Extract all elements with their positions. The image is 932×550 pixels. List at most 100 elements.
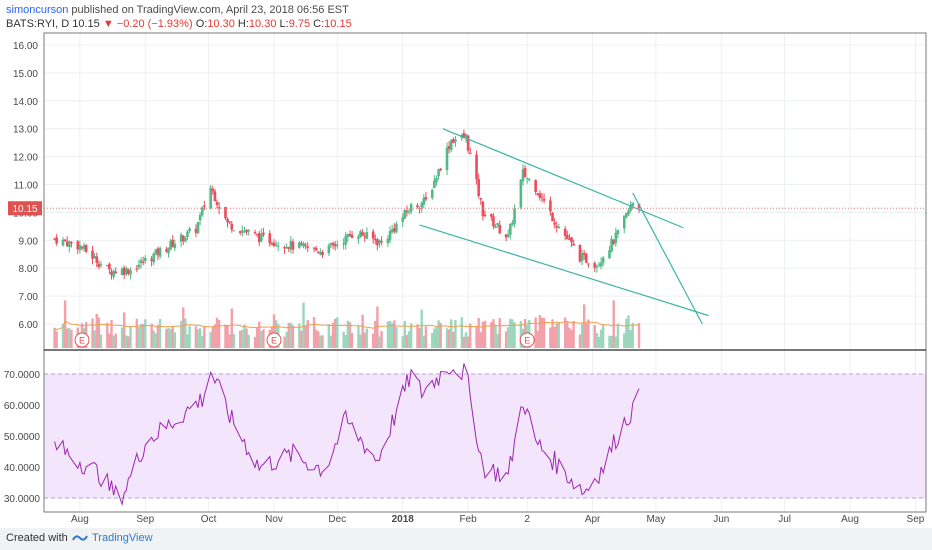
volume-bar bbox=[165, 328, 168, 348]
volume-bar bbox=[97, 317, 101, 348]
volume-bar bbox=[194, 326, 198, 348]
candle-body bbox=[329, 243, 333, 246]
candle-body bbox=[55, 237, 58, 244]
tradingview-brand-link[interactable]: TradingView bbox=[92, 532, 153, 544]
candle-body bbox=[179, 234, 183, 242]
volume-bar bbox=[390, 322, 394, 348]
candle-body bbox=[314, 248, 318, 251]
candle-body bbox=[395, 223, 398, 233]
candle-body bbox=[70, 242, 73, 244]
candle-body bbox=[433, 180, 436, 189]
volume-bar bbox=[519, 321, 523, 348]
x-tick-label: Nov bbox=[265, 514, 283, 525]
volume-bar bbox=[409, 323, 413, 348]
candle-body bbox=[582, 252, 586, 255]
volume-bar bbox=[492, 319, 495, 348]
candle-body bbox=[584, 254, 588, 263]
close-label: C: bbox=[313, 18, 325, 30]
volume-bar bbox=[329, 335, 333, 348]
volume-bar bbox=[173, 332, 177, 348]
candle-body bbox=[203, 205, 206, 207]
volume-bar bbox=[637, 323, 641, 348]
candle-body bbox=[359, 231, 362, 238]
volume-bar bbox=[144, 319, 147, 348]
candle-body bbox=[553, 222, 556, 225]
author-link[interactable]: simoncurson bbox=[6, 4, 69, 16]
candle-body bbox=[376, 239, 379, 246]
candle-body bbox=[390, 229, 394, 233]
candle-body bbox=[610, 238, 613, 252]
volume-bar bbox=[431, 332, 434, 348]
candle-body bbox=[466, 135, 470, 151]
rsi-y-tick-label: 30.0000 bbox=[4, 494, 41, 505]
rsi-y-tick-label: 60.0000 bbox=[4, 401, 41, 412]
earnings-marker-circle bbox=[74, 332, 90, 348]
candle-body bbox=[342, 243, 345, 245]
volume-bar bbox=[125, 335, 128, 348]
chart-canvas[interactable]: 16.0015.0014.0013.0012.0011.0010.009.008… bbox=[0, 32, 932, 528]
candle-body bbox=[405, 210, 409, 213]
candle-body bbox=[184, 237, 187, 242]
candle-body bbox=[209, 187, 212, 209]
rsi-line bbox=[54, 363, 640, 507]
chart-header: simoncurson published on TradingView.com… bbox=[0, 0, 932, 32]
candle-body bbox=[129, 270, 132, 275]
x-tick-label: Oct bbox=[201, 514, 217, 525]
candle-body bbox=[597, 264, 601, 266]
candle-body bbox=[300, 243, 303, 245]
candle-body bbox=[481, 201, 485, 217]
candle-body bbox=[549, 200, 552, 212]
volume-bar bbox=[182, 307, 185, 348]
volume-bar bbox=[215, 317, 219, 348]
candle-body bbox=[298, 242, 301, 248]
volume-bar bbox=[99, 334, 103, 348]
volume-bar bbox=[298, 323, 301, 348]
earnings-marker-label: E bbox=[79, 336, 85, 346]
candle-body bbox=[477, 179, 480, 196]
x-tick-label: Sep bbox=[136, 514, 154, 525]
volume-bar bbox=[171, 326, 174, 348]
candle-body bbox=[363, 236, 367, 238]
volume-bar bbox=[272, 314, 276, 348]
volume-bar bbox=[312, 317, 316, 348]
volume-bar bbox=[454, 319, 457, 348]
candle-body bbox=[158, 248, 162, 257]
volume-bar bbox=[188, 325, 191, 348]
volume-bar bbox=[108, 333, 111, 348]
candle-body bbox=[437, 169, 440, 177]
candle-body bbox=[196, 222, 200, 234]
candle-body bbox=[587, 263, 590, 265]
candle-body bbox=[462, 133, 466, 138]
volume-bar bbox=[477, 317, 480, 348]
candle-body bbox=[422, 197, 426, 205]
candle-body bbox=[211, 188, 215, 192]
candle-body bbox=[468, 152, 472, 154]
candle-body bbox=[563, 228, 567, 237]
volume-bar bbox=[70, 329, 73, 348]
rsi-band-fill bbox=[44, 374, 926, 498]
volume-bar bbox=[422, 335, 426, 348]
candle-body bbox=[238, 231, 242, 233]
volume-bar bbox=[359, 334, 362, 348]
low-label: L: bbox=[279, 18, 289, 30]
candle-body bbox=[378, 240, 381, 244]
candle-body bbox=[483, 214, 487, 216]
volume-bar bbox=[152, 330, 155, 348]
volume-bar bbox=[198, 328, 202, 348]
trendline bbox=[419, 224, 709, 317]
volume-bar bbox=[374, 320, 377, 348]
volume-bar bbox=[346, 320, 350, 348]
trendlines[interactable] bbox=[419, 128, 709, 325]
candle-body bbox=[198, 214, 202, 221]
volume-bar bbox=[150, 323, 153, 348]
volume-bar bbox=[393, 320, 396, 348]
candle-body bbox=[494, 226, 497, 229]
volume-bar bbox=[317, 331, 320, 348]
last-price-label: 10.15 bbox=[12, 204, 37, 215]
volume-bar bbox=[262, 329, 265, 348]
volume-bar bbox=[209, 332, 212, 348]
candle-body bbox=[525, 178, 529, 180]
y-tick-label: 8.00 bbox=[19, 264, 39, 275]
volume-bar bbox=[319, 335, 322, 348]
